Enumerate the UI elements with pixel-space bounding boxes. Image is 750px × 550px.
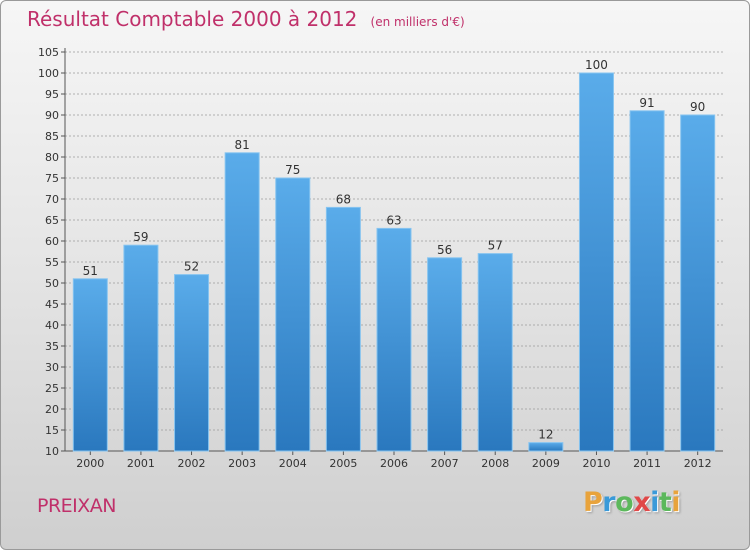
x-tick-label: 2004 [279, 457, 307, 470]
data-label: 51 [83, 264, 98, 278]
x-tick-label: 2002 [178, 457, 206, 470]
x-tick-label: 2010 [582, 457, 610, 470]
logo-letter: i [650, 487, 659, 518]
data-label: 75 [285, 163, 300, 177]
bar [427, 257, 463, 452]
data-label: 12 [538, 428, 553, 442]
bar [477, 253, 513, 452]
y-tick-label: 70 [45, 193, 59, 206]
y-tick-label: 35 [45, 340, 59, 353]
y-tick-label: 80 [45, 151, 59, 164]
bar [325, 206, 361, 452]
logo-letter: r [602, 487, 616, 518]
bar [578, 72, 614, 452]
x-tick-label: 2011 [633, 457, 661, 470]
data-label: 59 [133, 230, 148, 244]
bar [629, 110, 665, 452]
y-tick-label: 55 [45, 256, 59, 269]
bar [275, 177, 311, 452]
data-label: 81 [235, 138, 250, 152]
bar [72, 278, 108, 452]
bar [680, 114, 716, 452]
bar [528, 442, 564, 452]
data-label: 56 [437, 243, 452, 257]
chart-title: Résultat Comptable 2000 à 2012 (en milli… [27, 7, 465, 31]
x-tick-label: 2003 [228, 457, 256, 470]
y-tick-label: 25 [45, 382, 59, 395]
y-tick-label: 100 [38, 67, 59, 80]
bars [72, 72, 716, 452]
y-tick-label: 15 [45, 424, 59, 437]
x-tick-label: 2012 [684, 457, 712, 470]
y-tick-label: 95 [45, 88, 59, 101]
data-label: 68 [336, 192, 351, 206]
logo-letter: P [583, 487, 603, 518]
bar [123, 244, 159, 452]
proxiti-logo[interactable]: Proxiti [583, 487, 681, 518]
x-tick-label: 2000 [76, 457, 104, 470]
y-tick-label: 60 [45, 235, 59, 248]
y-tick-label: 65 [45, 214, 59, 227]
y-tick-label: 10 [45, 445, 59, 458]
y-tick-label: 105 [38, 46, 59, 59]
data-label: 57 [488, 239, 503, 253]
y-tick-label: 75 [45, 172, 59, 185]
x-tick-label: 2001 [127, 457, 155, 470]
data-label: 52 [184, 260, 199, 274]
x-tick-label: 2006 [380, 457, 408, 470]
title-unit: (en milliers d'€) [370, 15, 465, 29]
value-labels: 51 59 52 81 75 68 63 56 57 12 100 91 90 [83, 58, 706, 442]
data-label: 91 [639, 96, 654, 110]
x-tick-label: 2008 [481, 457, 509, 470]
logo-letter: o [615, 487, 634, 518]
logo-letter: x [633, 487, 651, 518]
data-label: 100 [585, 58, 608, 72]
y-tick-label: 20 [45, 403, 59, 416]
x-tick-label: 2007 [431, 457, 459, 470]
x-tick-label: 2005 [329, 457, 357, 470]
data-label: 90 [690, 100, 705, 114]
bar [174, 274, 210, 452]
commune-name: PREIXAN [37, 495, 117, 517]
bar [224, 152, 260, 452]
y-tick-label: 50 [45, 277, 59, 290]
title-main: Résultat Comptable 2000 à 2012 [27, 7, 358, 31]
y-tick-label: 30 [45, 361, 59, 374]
y-tick-label: 40 [45, 319, 59, 332]
y-tick-label: 45 [45, 298, 59, 311]
x-tick-label: 2009 [532, 457, 560, 470]
y-tick-label: 90 [45, 109, 59, 122]
y-tick-label: 85 [45, 130, 59, 143]
logo-letter: t [658, 487, 672, 518]
logo-letter: i [671, 487, 681, 518]
bar [376, 227, 412, 452]
data-label: 63 [386, 213, 401, 227]
